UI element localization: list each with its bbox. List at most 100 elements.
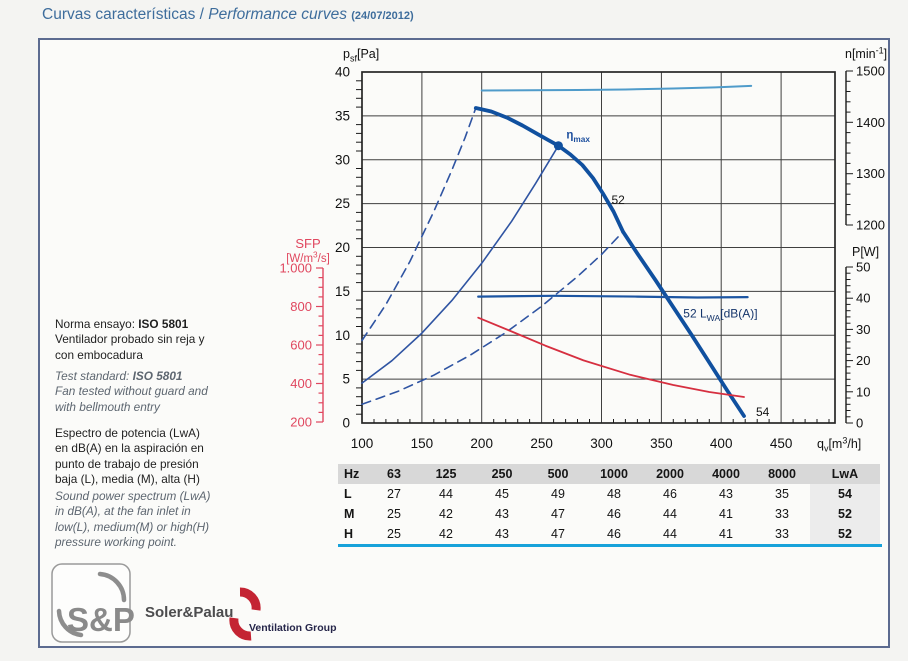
table-cell: 43: [495, 507, 509, 521]
red-swoosh-icon: [229, 617, 252, 641]
logo-arc-icon: [97, 571, 127, 603]
logo-box: [51, 563, 131, 643]
table-cell: 47: [551, 527, 565, 541]
series-sfp-curve: [477, 316, 745, 398]
note-line: con embocadura: [55, 347, 143, 362]
n-tick-label: 1400: [856, 115, 885, 130]
note-spectrum-es: Espectro de potencia (LwA) en dB(A) en l…: [55, 426, 315, 488]
psf-tick-label: 20: [335, 240, 350, 255]
qv-tick-label: 100: [351, 436, 374, 451]
p-axis-title: P[W]: [852, 245, 879, 259]
title-es: Curvas características /: [42, 6, 209, 23]
sfp-tick-label: 800: [290, 299, 312, 314]
psf-tick-label: 10: [335, 328, 350, 343]
note-test-standard-es: Norma ensayo: ISO 5801 Ventilador probad…: [55, 317, 315, 363]
p-tick-label: 40: [856, 291, 870, 306]
note-line: Ventilador probado sin reja y: [55, 332, 205, 347]
note-line: Espectro de potencia (LwA): [55, 426, 200, 440]
note-line: Norma ensayo:: [55, 317, 139, 331]
lwa-value-cell: 54: [810, 484, 880, 504]
table-header-cell: 250: [474, 464, 530, 484]
table-header-cell: 500: [530, 464, 586, 484]
note-line: low(L), medium(M) or high(H): [55, 519, 210, 534]
series-speed-rpm: [480, 84, 753, 92]
n-tick-label: 1200: [856, 218, 885, 233]
table-cell: 46: [607, 507, 621, 521]
table-cell: 47: [551, 507, 565, 521]
sfp-tick-label: 1.000: [279, 261, 312, 276]
performance-chart: 1500140013001200n[min-1]50403020100P[W]1…: [279, 46, 887, 454]
table-header-cell: LwA: [810, 464, 880, 484]
note-line: punto de trabajo de presión: [55, 456, 199, 471]
note-line: Sound power spectrum (LwA): [55, 489, 211, 503]
brand-group: Ventilation Group: [249, 622, 337, 634]
p-tick-label: 50: [856, 260, 870, 275]
etamax-label: ηmax: [566, 130, 590, 145]
page-title: Curvas características / Performance cur…: [42, 6, 414, 24]
p-tick-label: 10: [856, 384, 870, 399]
grid: [361, 71, 835, 424]
table-cell: 44: [663, 507, 677, 521]
psf-tick-label: 15: [335, 284, 350, 299]
note-line: Test standard:: [55, 369, 133, 383]
table-cell: 41: [719, 527, 733, 541]
series-lwa-level: [477, 294, 749, 299]
row-label-cell: M: [344, 507, 355, 521]
lwa-54-end: 54: [756, 405, 770, 419]
series-system-curve-high: [361, 107, 477, 342]
sfp-axis-title: SFP: [295, 236, 320, 251]
note-line-bold: ISO 5801: [138, 317, 189, 331]
p-tick-label: 20: [856, 353, 870, 368]
table-underline: [338, 544, 882, 547]
table-cell: 35: [775, 487, 789, 501]
table-row: L 27 44 45 49 48 46 43 35 54: [338, 484, 880, 504]
brand-name: Soler&Palau: [145, 604, 233, 621]
sfp-tick-label: 600: [290, 338, 312, 353]
sfp-axis-subtitle: [W/m3/s]: [286, 251, 330, 266]
sfp-tick-label: 200: [290, 415, 312, 430]
table-cell: 41: [719, 507, 733, 521]
qv-tick-label: 200: [470, 436, 493, 451]
n-axis-title: n[min-1]: [845, 46, 887, 62]
sfp-tick-label: 400: [290, 376, 312, 391]
note-spectrum-en: Sound power spectrum (LwA) in dB(A), at …: [55, 489, 315, 551]
table-cell: 33: [775, 507, 789, 521]
table-cell: 44: [663, 527, 677, 541]
plot-frame: [361, 71, 836, 424]
table-row: M 25 42 43 47 46 44 41 33 52: [338, 504, 880, 524]
lwa-value-cell: 52: [810, 504, 880, 524]
red-swoosh-icon: [239, 587, 261, 611]
table-header-row: Hz 63 125 250 500 1000 2000 4000 8000 LwA: [338, 464, 880, 484]
table-cell: 25: [387, 527, 401, 541]
note-line: with bellmouth entry: [55, 399, 160, 414]
minor-ticks: [356, 80, 830, 423]
table-cell: 49: [551, 487, 565, 501]
logo-sp-text: S&P: [67, 601, 135, 638]
p-tick-label: 30: [856, 322, 870, 337]
table-header-cell: 63: [370, 464, 418, 484]
table-cell: 43: [495, 527, 509, 541]
table-cell: 42: [439, 507, 453, 521]
title-en: Performance curves: [208, 6, 347, 23]
note-line: baja (L), media (M), alta (H): [55, 472, 200, 487]
psf-tick-label: 25: [335, 196, 350, 211]
table-cell: 27: [387, 487, 401, 501]
series-pressure-curve: [473, 106, 746, 418]
qv-tick-label: 400: [710, 436, 733, 451]
table-cell: 42: [439, 527, 453, 541]
psf-axis-title: psf[Pa]: [343, 47, 379, 64]
table-header-cell: 1000: [586, 464, 642, 484]
note-line: in dB(A), at the fan inlet in: [55, 504, 191, 519]
brand-logo: S&P Soler&Palau Ventilation Group: [51, 563, 337, 643]
qv-tick-label: 350: [650, 436, 673, 451]
table-cell: 33: [775, 527, 789, 541]
lwa-52-mid: 52: [612, 193, 626, 207]
psf-tick-label: 40: [335, 65, 350, 80]
logo-arc-icon: [56, 608, 84, 638]
table-row: H 25 42 43 47 46 44 41 33 52: [338, 524, 880, 544]
note-line: pressure working point.: [55, 535, 177, 550]
table-header-cell: 8000: [754, 464, 810, 484]
table-header-cell: 2000: [642, 464, 698, 484]
row-label-cell: L: [344, 487, 352, 501]
qv-axis-title: qv[m3/h]: [817, 436, 861, 454]
